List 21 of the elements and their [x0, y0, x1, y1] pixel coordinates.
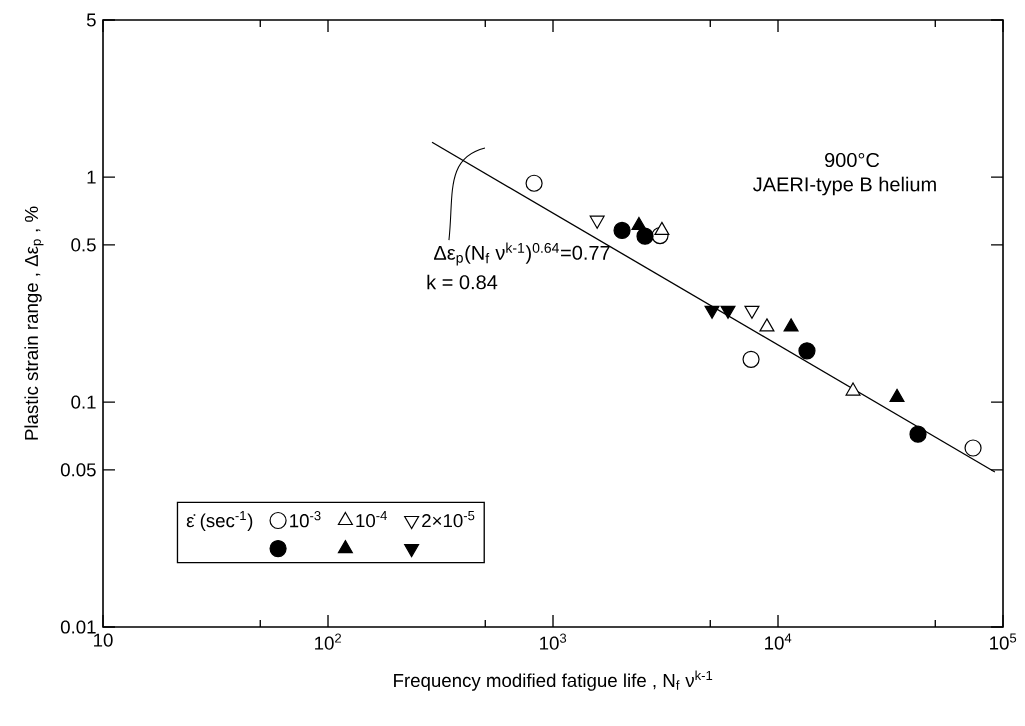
legend-title: ε̇ (sec$^{-1}$): [186, 511, 253, 531]
text: Δε$_{p}$(N$_{f}$ ν$^{k-1}$)$^{0.64}$=0.77: [434, 242, 610, 266]
x-tick-label: 10$^{3}$: [540, 633, 567, 650]
x-tick-label: 10$^{2}$: [315, 633, 342, 650]
x-axis-title: Frequency modified fatigue life , N$_{f}$ ν$^{k-1}$: [394, 670, 713, 691]
y-tick-label: 1: [87, 170, 96, 184]
y-axis-title: Plastic strain range , Δε$_{p}$ , %: [24, 206, 44, 440]
annotation: 900°C: [825, 152, 880, 168]
x-tick-label: 10$^{5}$: [990, 633, 1017, 650]
annotation: JAERI-type B helium: [753, 176, 936, 196]
legend-label: 10$^{-3}$: [290, 511, 321, 528]
y-tick-label: 0.5: [71, 238, 96, 252]
annotation: k = 0.84: [427, 274, 498, 290]
y-tick-label: 0.01: [60, 620, 96, 634]
y-tick-label: 0.1: [71, 395, 96, 409]
legend-label: 2×10$^{-5}$: [422, 511, 475, 528]
y-tick-label: 5: [86, 13, 96, 27]
x-tick-label: 10$^{4}$: [765, 633, 792, 650]
y-tick-label: 0.05: [60, 463, 96, 477]
x-tick-label: 10: [94, 633, 113, 647]
legend-label: 10$^{-4}$: [356, 511, 387, 528]
